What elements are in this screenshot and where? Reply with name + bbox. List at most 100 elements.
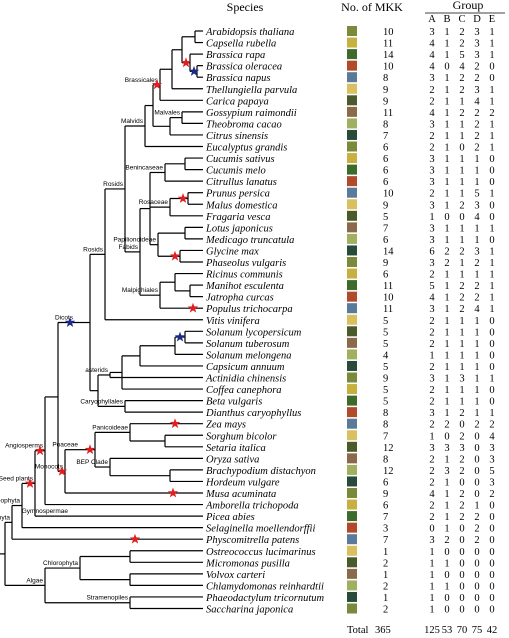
group-count: 1 [444,397,449,408]
species-name: Phaseolus vulgaris [205,258,286,269]
group-count: 2 [459,27,464,38]
group-count: 2 [474,73,479,84]
clade-label: Embryophyta [0,514,10,521]
group-count: 1 [444,50,449,61]
event-star [169,418,181,429]
group-count: 1 [444,408,449,419]
group-count: 2 [444,246,449,257]
clade-label: Rosaceae [139,199,169,206]
group-count: 1 [444,189,449,200]
clade-label: Malpighiales [122,287,159,294]
group-count: 2 [489,489,494,500]
clade-label: BEP Clade [76,459,108,466]
group-count: 2 [429,501,434,512]
mkk-count: 10 [383,62,394,73]
group-count: 1 [459,166,464,177]
species-name: Coffea canephora [206,385,282,396]
total-group: 125 [424,625,440,636]
mkk-count: 1 [383,570,388,581]
species-name: Capsella rubella [206,39,276,50]
group-count: 3 [489,477,494,488]
clade-label: Algae [26,577,43,584]
group-count: 2 [474,524,479,535]
clade-label: Malvids [121,118,144,125]
group-count: 2 [459,408,464,419]
species-name: Solanum tuberosum [206,339,290,350]
species-thumbnail [347,95,357,106]
species-name: Glycine max [206,246,259,257]
event-star [167,487,179,498]
mkk-count: 9 [383,489,388,500]
group-count: 3 [459,443,464,454]
group-count: 1 [459,397,464,408]
group-count: 1 [444,131,449,142]
group-count: 2 [459,293,464,304]
group-count: 1 [444,339,449,350]
species-name: Cucumis sativus [206,154,275,165]
group-count: 3 [429,119,434,130]
species-name: Sorghum bicolor [206,431,277,442]
mkk-count: 8 [383,73,388,84]
species-thumbnail [347,441,357,452]
mkk-count: 2 [383,558,388,569]
group-count: 0 [489,362,494,373]
species-thumbnail [347,210,357,221]
mkk-count: 14 [383,246,394,257]
group-count: 0 [474,443,479,454]
group-count: 0 [489,200,494,211]
species-thumbnail [347,49,357,60]
mkk-count: 11 [383,281,393,292]
group-count: 0 [444,605,449,616]
species-name: Ricinus communis [205,270,283,281]
group-count: 3 [474,39,479,50]
group-count: 2 [459,73,464,84]
group-count: 2 [459,489,464,500]
group-count: 1 [474,408,479,419]
group-count: 1 [459,258,464,269]
species-thumbnail [347,314,357,325]
clade-label: Gymnospermae [22,508,69,515]
group-count: 1 [474,374,479,385]
species-thumbnail [347,384,357,395]
clade-label: Rosids [103,181,124,188]
group-count: 4 [429,108,435,119]
group-count: 1 [444,558,449,569]
group-count: 2 [429,362,434,373]
mkk-count: 6 [383,235,388,246]
event-star [169,250,181,261]
event-star [180,57,192,68]
species-thumbnail [347,72,357,83]
group-count: 1 [444,327,449,338]
group-count: 4 [429,489,435,500]
group-count: 4 [429,39,435,50]
group-count: 1 [459,350,464,361]
species-thumbnail [347,453,357,464]
species-header: Species [227,0,264,14]
group-count: 1 [444,119,449,130]
species-thumbnail [347,257,357,267]
event-star [174,331,186,342]
group-count: 2 [474,131,479,142]
mkk-count: 3 [383,524,388,535]
species-name: Malus domestica [205,200,277,211]
mkk-count: 1 [383,593,388,604]
species-thumbnail [347,430,357,441]
group-count: 1 [429,212,434,223]
group-count: 0 [489,235,494,246]
species-name: Selaginella moellendorffii [206,524,315,535]
species-name: Theobroma cacao [206,119,282,130]
group-count: 3 [489,454,494,465]
group-count: 3 [429,166,434,177]
mkk-count: 9 [383,258,388,269]
group-count: 0 [474,605,479,616]
group-count: 0 [474,466,479,477]
mkk-count: 5 [383,212,388,223]
group-count: 2 [489,108,494,119]
group-count: 2 [474,108,479,119]
mkk-count: 10 [383,27,394,38]
group-count: 0 [489,547,494,558]
species-thumbnail [347,476,357,487]
group-count: 1 [489,96,494,107]
group-count: 2 [474,535,479,546]
